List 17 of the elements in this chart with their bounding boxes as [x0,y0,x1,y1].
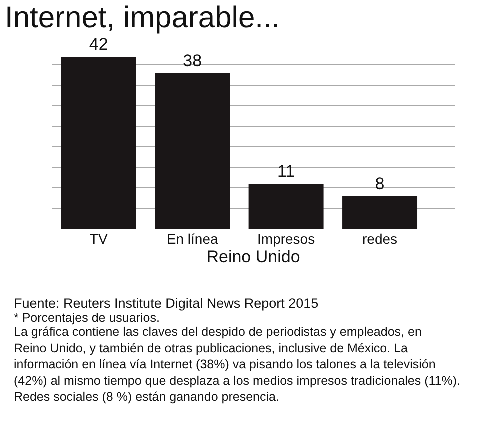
bar [248,184,324,229]
bar [342,196,418,229]
x-axis-title: Reino Unido [206,247,300,266]
x-tick-label: redes [362,231,398,247]
bar [155,73,230,229]
data-label: 38 [183,51,202,70]
bar [61,57,136,229]
data-label: 11 [277,162,296,181]
text: * Porcentajes de usuarios. [14,311,160,325]
source-note: Fuente: Reuters Institute Digital News Report 2015 [14,296,319,311]
data-label: 8 [375,174,385,194]
chart-title: Internet, imparable... [5,1,280,34]
text: La gráfica contiene las claves del despido de periodistas y empleados, en Reino Unido, y también de otras publicaciones, inclusive de México. La información en línea vía Internet (38%) va pisando los talones a la televisión (42%) al mismo tiempo que desplaza a los medios impresos tradicionales (11%). Redes sociales (8 %) están ganando presencia. [14,325,460,404]
data-label: 42 [89,35,108,54]
x-tick-label: TV [90,231,108,247]
x-tick-label: Impresos [258,231,316,247]
x-tick-label: En línea [166,231,218,247]
